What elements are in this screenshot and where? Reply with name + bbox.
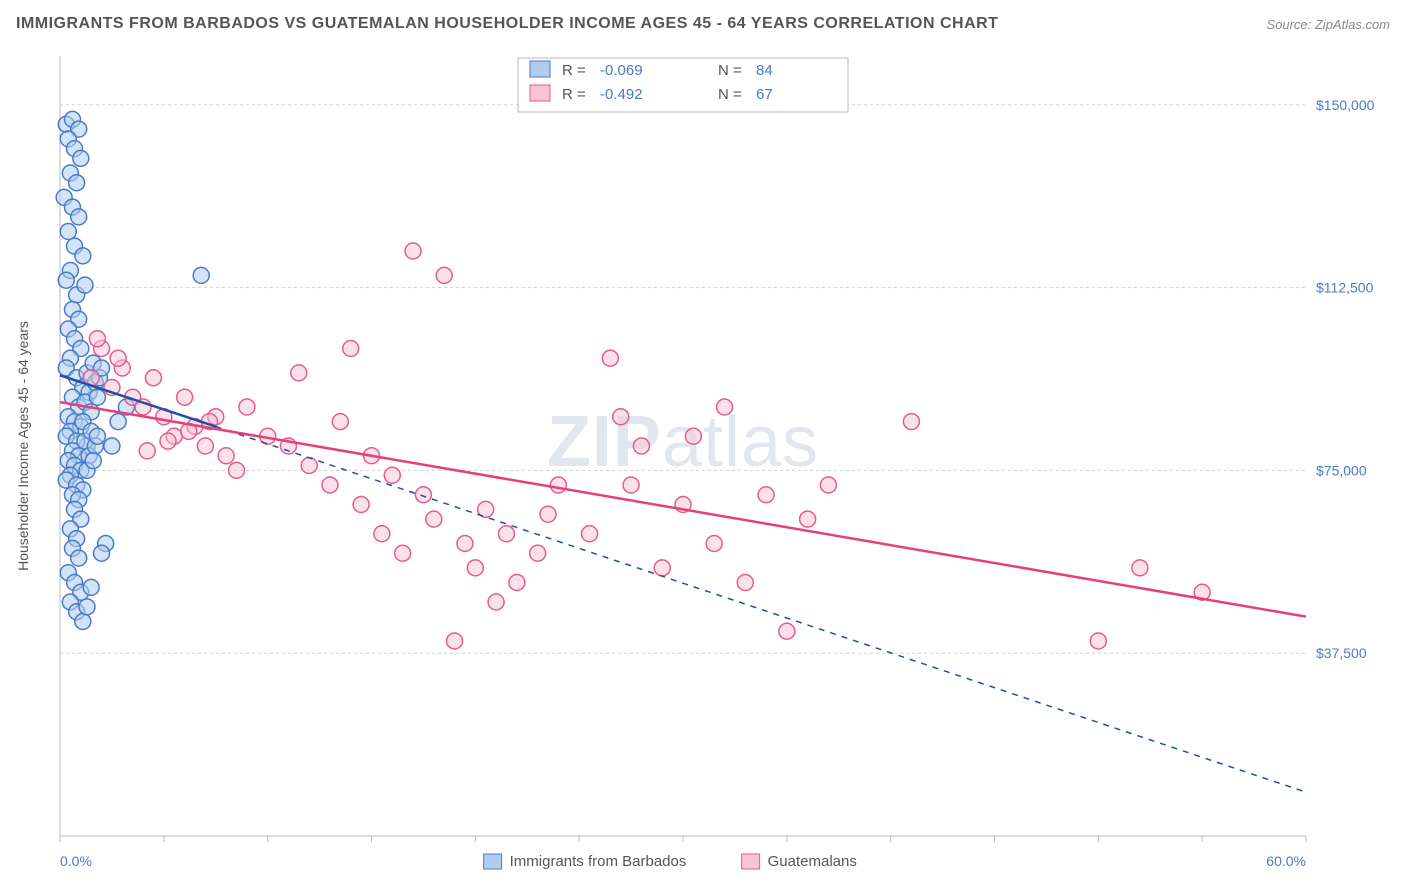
- data-point: [654, 560, 670, 576]
- chart-title: IMMIGRANTS FROM BARBADOS VS GUATEMALAN H…: [16, 15, 998, 33]
- data-point: [426, 511, 442, 527]
- y-tick-label: $112,500: [1316, 280, 1374, 296]
- data-point: [301, 458, 317, 474]
- data-point: [582, 526, 598, 542]
- legend-series-label: Guatemalans: [768, 853, 857, 870]
- data-point: [498, 526, 514, 542]
- data-point: [447, 633, 463, 649]
- data-point: [58, 272, 74, 288]
- data-point: [291, 365, 307, 381]
- legend-n-label: N =: [718, 86, 742, 103]
- data-point: [75, 614, 91, 630]
- data-point: [110, 350, 126, 366]
- chart-container: $37,500 $75,000 $112,500 $150,000 0.0% 60.0% Z…: [10, 44, 1396, 882]
- data-point: [613, 409, 629, 425]
- data-point: [89, 331, 105, 347]
- data-point: [602, 350, 618, 366]
- data-point: [83, 579, 99, 595]
- data-point: [509, 575, 525, 591]
- legend-n-label: N =: [718, 62, 742, 79]
- data-point: [77, 277, 93, 293]
- data-point: [145, 370, 161, 386]
- data-point: [623, 477, 639, 493]
- data-point: [457, 536, 473, 552]
- data-point: [633, 438, 649, 454]
- data-point: [706, 536, 722, 552]
- data-point: [820, 477, 836, 493]
- watermark: ZIPatlas: [547, 402, 819, 482]
- data-point: [467, 560, 483, 576]
- data-point: [229, 462, 245, 478]
- data-point: [685, 428, 701, 444]
- legend-r-label: R =: [562, 86, 586, 103]
- legend-n-value: 84: [756, 62, 773, 79]
- x-tick-label: 60.0%: [1266, 853, 1306, 869]
- x-tick-label: 0.0%: [60, 853, 92, 869]
- data-point: [71, 209, 87, 225]
- data-point: [540, 506, 556, 522]
- data-point: [343, 341, 359, 357]
- legend-series-label: Immigrants from Barbados: [510, 853, 687, 870]
- data-point: [197, 438, 213, 454]
- data-point: [717, 399, 733, 415]
- data-point: [488, 594, 504, 610]
- data-point: [75, 248, 91, 264]
- data-point: [71, 550, 87, 566]
- y-tick-label: $150,000: [1316, 97, 1375, 113]
- data-point: [1090, 633, 1106, 649]
- legend-swatch: [742, 854, 760, 869]
- data-point: [69, 175, 85, 191]
- data-point: [104, 438, 120, 454]
- legend-swatch: [530, 61, 550, 77]
- data-point: [160, 433, 176, 449]
- scatter-chart: $37,500 $75,000 $112,500 $150,000 0.0% 60.0% Z…: [10, 44, 1396, 882]
- data-point: [530, 545, 546, 561]
- data-point: [239, 399, 255, 415]
- data-point: [374, 526, 390, 542]
- data-point: [85, 453, 101, 469]
- legend-swatch: [484, 854, 502, 869]
- data-point: [1132, 560, 1148, 576]
- data-point: [737, 575, 753, 591]
- data-point: [79, 599, 95, 615]
- data-point: [89, 428, 105, 444]
- legend-n-value: 67: [756, 86, 773, 103]
- data-point: [384, 467, 400, 483]
- y-axis-label: Householder Income Ages 45 - 64 years: [15, 321, 31, 571]
- y-tick-label: $37,500: [1316, 645, 1367, 661]
- legend-r-label: R =: [562, 62, 586, 79]
- data-point: [60, 224, 76, 240]
- data-point: [436, 267, 452, 283]
- legend-r-value: -0.069: [600, 62, 643, 79]
- data-point: [903, 414, 919, 430]
- data-point: [110, 414, 126, 430]
- data-point: [218, 448, 234, 464]
- data-point: [73, 150, 89, 166]
- series-legend: Immigrants from Barbados Guatemalans: [484, 853, 857, 870]
- data-point: [758, 487, 774, 503]
- data-point: [332, 414, 348, 430]
- legend-swatch: [530, 85, 550, 101]
- data-point: [94, 545, 110, 561]
- data-point: [800, 511, 816, 527]
- data-point: [415, 487, 431, 503]
- data-point: [353, 497, 369, 513]
- data-point: [395, 545, 411, 561]
- data-point: [193, 267, 209, 283]
- data-point: [779, 623, 795, 639]
- data-point: [405, 243, 421, 259]
- source-attribution: Source: ZipAtlas.com: [1266, 17, 1390, 32]
- data-point: [177, 389, 193, 405]
- data-point: [322, 477, 338, 493]
- legend-r-value: -0.492: [600, 86, 643, 103]
- data-point: [89, 389, 105, 405]
- data-point: [139, 443, 155, 459]
- y-tick-label: $75,000: [1316, 462, 1367, 478]
- data-point: [550, 477, 566, 493]
